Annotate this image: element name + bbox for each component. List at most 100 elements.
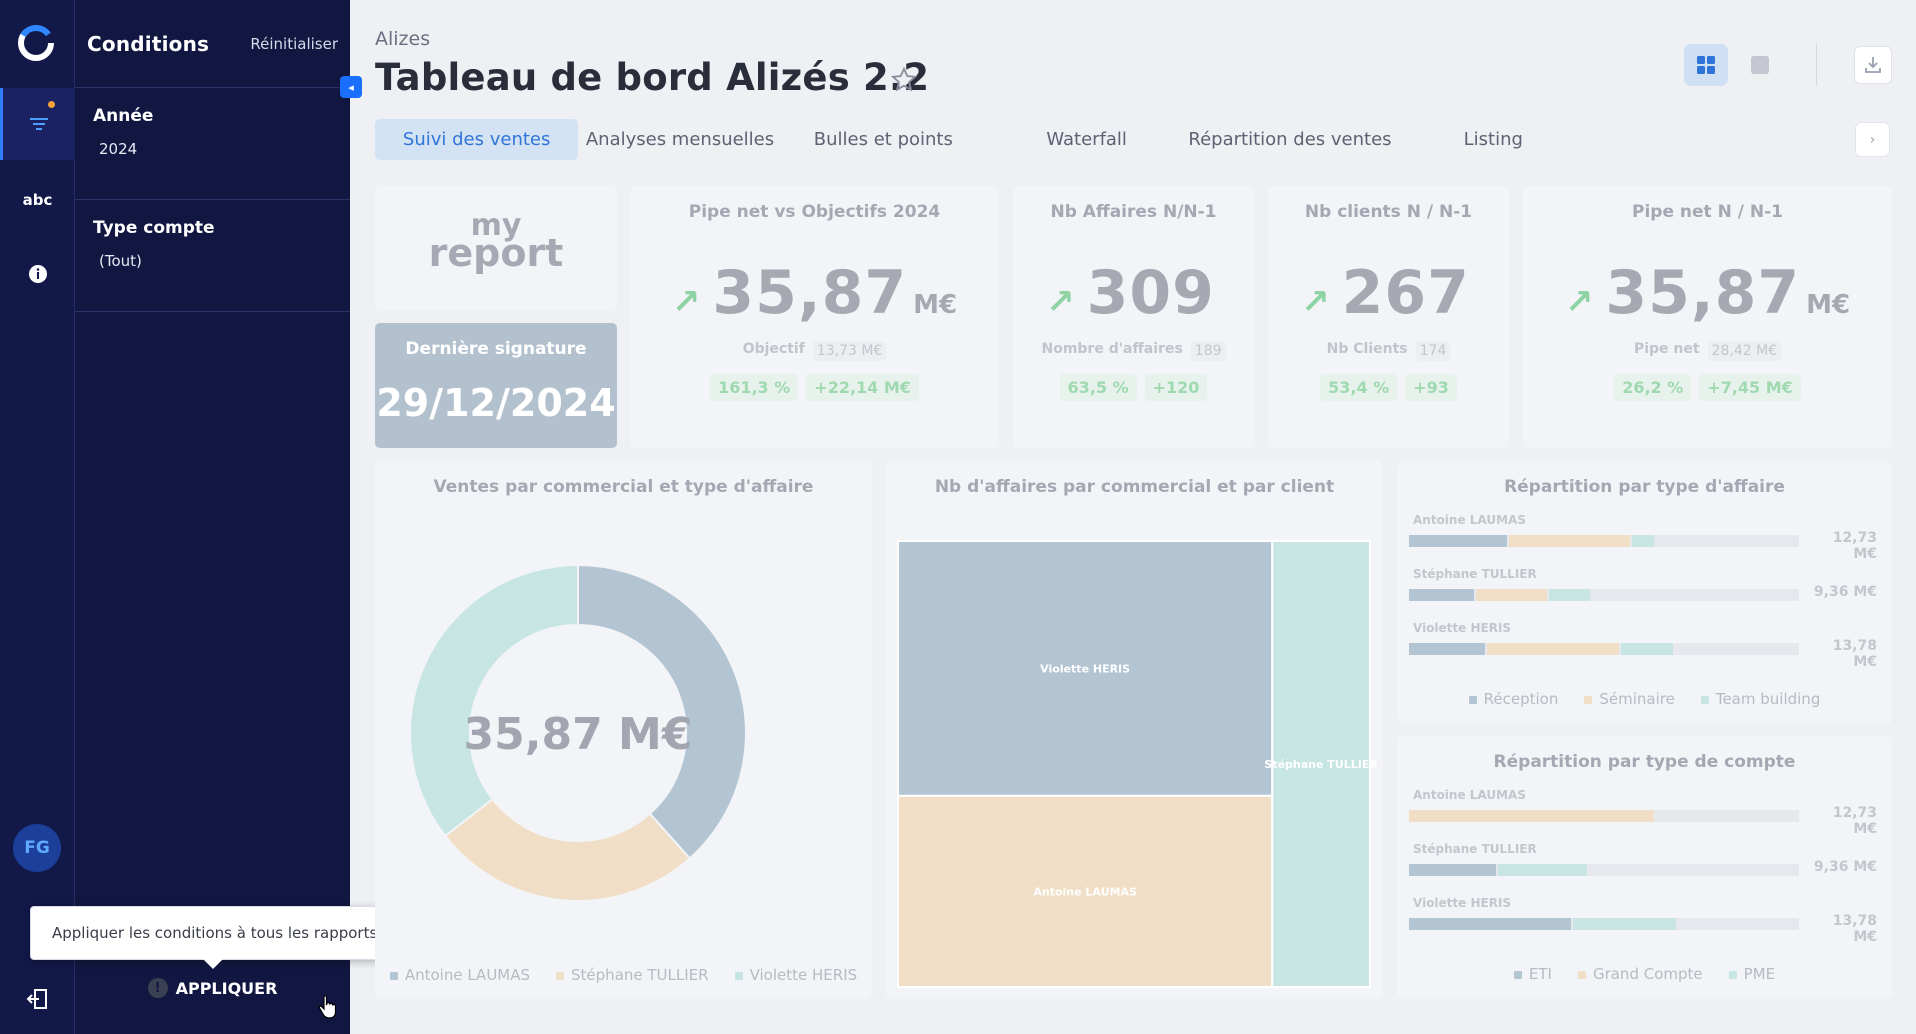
single-view-icon[interactable]	[1738, 44, 1782, 86]
bar-category-label: Stéphane TULLIER	[1413, 567, 1537, 581]
bar-legend: ETI Grand Compte PME	[1397, 965, 1892, 983]
toolbar-divider	[1816, 44, 1817, 86]
collapse-panel-button[interactable]: ◂	[340, 76, 362, 98]
page-title: Tableau de bord Alizés 2.2	[375, 56, 930, 99]
logout-icon[interactable]	[24, 985, 52, 1013]
apply-label: APPLIQUER	[175, 978, 278, 998]
bar-segment[interactable]	[1409, 810, 1655, 822]
treemap-cell[interactable]	[897, 540, 1274, 797]
filter-label: Année	[93, 106, 154, 126]
kpi-value: ↗ 267	[1301, 258, 1470, 328]
filter-account-type[interactable]: Type compte (Tout)	[75, 200, 350, 312]
bar-track	[1409, 643, 1799, 655]
notification-dot	[48, 101, 55, 108]
bar-track	[1409, 810, 1799, 822]
bar-segment[interactable]	[1409, 864, 1496, 876]
app-logo[interactable]	[15, 22, 57, 64]
kpi-card[interactable]: Pipe net N / N-1 ↗ 35,87 M€ Pipe net 28,42 …	[1523, 186, 1892, 448]
kpi-title: Nb Affaires N/N-1	[1050, 202, 1217, 222]
chart-title: Répartition par type d'affaire	[1504, 477, 1785, 497]
favorite-star-icon[interactable]	[890, 66, 918, 94]
reset-button[interactable]: Réinitialiser	[250, 34, 338, 53]
bar-total-label: 13,78 M€	[1832, 638, 1877, 670]
legend-item[interactable]: Réception	[1468, 690, 1558, 708]
tab-listing[interactable]: Listing	[1463, 129, 1523, 150]
bar-segment[interactable]	[1548, 589, 1590, 601]
treemap-cell[interactable]	[897, 794, 1274, 988]
bar-category-label: Violette HERIS	[1413, 896, 1512, 910]
legend-item[interactable]: Grand Compte	[1577, 965, 1703, 983]
donut-center-label: 35,87 M€	[464, 709, 693, 760]
bar-segment[interactable]	[1409, 643, 1485, 655]
kpi-card[interactable]: Nb Affaires N/N-1 ↗ 309 Nombre d'affaires…	[1013, 186, 1254, 448]
legend-item[interactable]: Violette HERIS	[734, 966, 857, 984]
legend-item[interactable]: ETI	[1513, 965, 1552, 983]
bar-segment[interactable]	[1573, 918, 1676, 930]
legend-item[interactable]: Antoine LAUMAS	[389, 966, 530, 984]
treemap-chart-card[interactable]: Nb d'affaires par commercial et par clie…	[886, 461, 1383, 999]
kpi-card[interactable]: Pipe net vs Objectifs 2024 ↗ 35,87 M€ Obje…	[630, 186, 999, 448]
kpi-sub: Nombre d'affaires 189	[1013, 341, 1254, 361]
legend-item[interactable]: Séminaire	[1584, 690, 1675, 708]
donut-slice[interactable]	[443, 797, 692, 902]
text-filter-icon[interactable]: abc	[22, 191, 53, 209]
treemap-label: Stéphane TULLIER	[1264, 758, 1378, 771]
donut-slice[interactable]	[409, 563, 579, 838]
tab-bulles-points[interactable]: Bulles et points	[813, 129, 953, 150]
donut-slice[interactable]	[577, 563, 747, 860]
bar-segment[interactable]	[1621, 643, 1674, 655]
legend-item[interactable]: Stéphane TULLIER	[556, 966, 709, 984]
bar-segment[interactable]	[1409, 535, 1507, 547]
bar-chart-card[interactable]: Répartition par type d'affaire Antoine L…	[1397, 461, 1892, 724]
hand-cursor-icon	[318, 995, 336, 1019]
bar-segment[interactable]	[1409, 918, 1572, 930]
kpi-delta: 161,3 % +22,14 M€	[630, 374, 999, 401]
filter-year[interactable]: Année 2024	[75, 88, 350, 200]
donut-chart[interactable]: 35,87 M€	[375, 461, 872, 999]
filter-label: Type compte	[93, 218, 215, 238]
bar-segment[interactable]	[1487, 643, 1620, 655]
kpi-card[interactable]: Nb clients N / N-1 ↗ 267 Nb Clients 174 53…	[1268, 186, 1509, 448]
kpi-value: ↗ 309	[1046, 258, 1215, 328]
bar-segment[interactable]	[1476, 589, 1547, 601]
filter-value[interactable]: 2024	[99, 140, 138, 158]
bar-segment[interactable]	[1497, 864, 1588, 876]
grid-view-icon[interactable]	[1684, 44, 1728, 86]
treemap-cell[interactable]	[1271, 540, 1371, 988]
bar-segment[interactable]	[1632, 535, 1655, 547]
kpi-delta: 63,5 % +120	[1013, 374, 1254, 401]
legend-item[interactable]: Team building	[1700, 690, 1820, 708]
bar-segment[interactable]	[1508, 535, 1631, 547]
trend-up-icon: ↗	[1564, 282, 1594, 322]
tab-repartition-ventes[interactable]: Répartition des ventes	[1188, 129, 1392, 150]
bar-total-label: 12,73 M€	[1832, 530, 1877, 562]
kpi-title: Pipe net vs Objectifs 2024	[688, 202, 941, 222]
bar-total-label: 12,73 M€	[1832, 805, 1877, 837]
donut-chart-card[interactable]: Ventes par commercial et type d'affaire …	[375, 461, 872, 999]
legend-item[interactable]: PME	[1728, 965, 1775, 983]
apply-button[interactable]: ! APPLIQUER	[75, 978, 350, 998]
myreport-logo-card: my report	[375, 186, 617, 310]
bar-total-label: 9,36 M€	[1813, 584, 1877, 600]
bar-total-label: 9,36 M€	[1813, 859, 1877, 875]
info-icon[interactable]	[0, 238, 75, 310]
tab-waterfall[interactable]: Waterfall	[1046, 129, 1127, 150]
bar-chart-card[interactable]: Répartition par type de compte Antoine L…	[1397, 736, 1892, 999]
kpi-delta: 26,2 % +7,45 M€	[1523, 374, 1892, 401]
myreport-logo: my report	[428, 208, 564, 275]
kpi-delta: 53,4 % +93	[1268, 374, 1509, 401]
bar-segment[interactable]	[1409, 589, 1475, 601]
bar-category-label: Antoine LAUMAS	[1413, 513, 1526, 527]
filter-value[interactable]: (Tout)	[99, 252, 142, 270]
tab-analyses-mensuelles[interactable]: Analyses mensuelles	[585, 129, 775, 150]
user-avatar[interactable]: FG	[13, 824, 61, 872]
chart-title: Nb d'affaires par commercial et par clie…	[934, 477, 1335, 497]
breadcrumb[interactable]: Alizes	[375, 28, 431, 50]
tabs-next-button[interactable]: ›	[1855, 122, 1890, 157]
filter-icon[interactable]	[0, 88, 75, 160]
chart-title: Ventes par commercial et type d'affaire	[433, 477, 814, 497]
tab-suivi-ventes[interactable]: Suivi des ventes	[375, 119, 579, 160]
download-icon[interactable]	[1854, 46, 1892, 84]
kpi-title: Pipe net N / N-1	[1632, 202, 1783, 222]
treemap-chart[interactable]: Violette HERIS Antoine LAUMAS Stéphane TUL…	[886, 461, 1383, 999]
